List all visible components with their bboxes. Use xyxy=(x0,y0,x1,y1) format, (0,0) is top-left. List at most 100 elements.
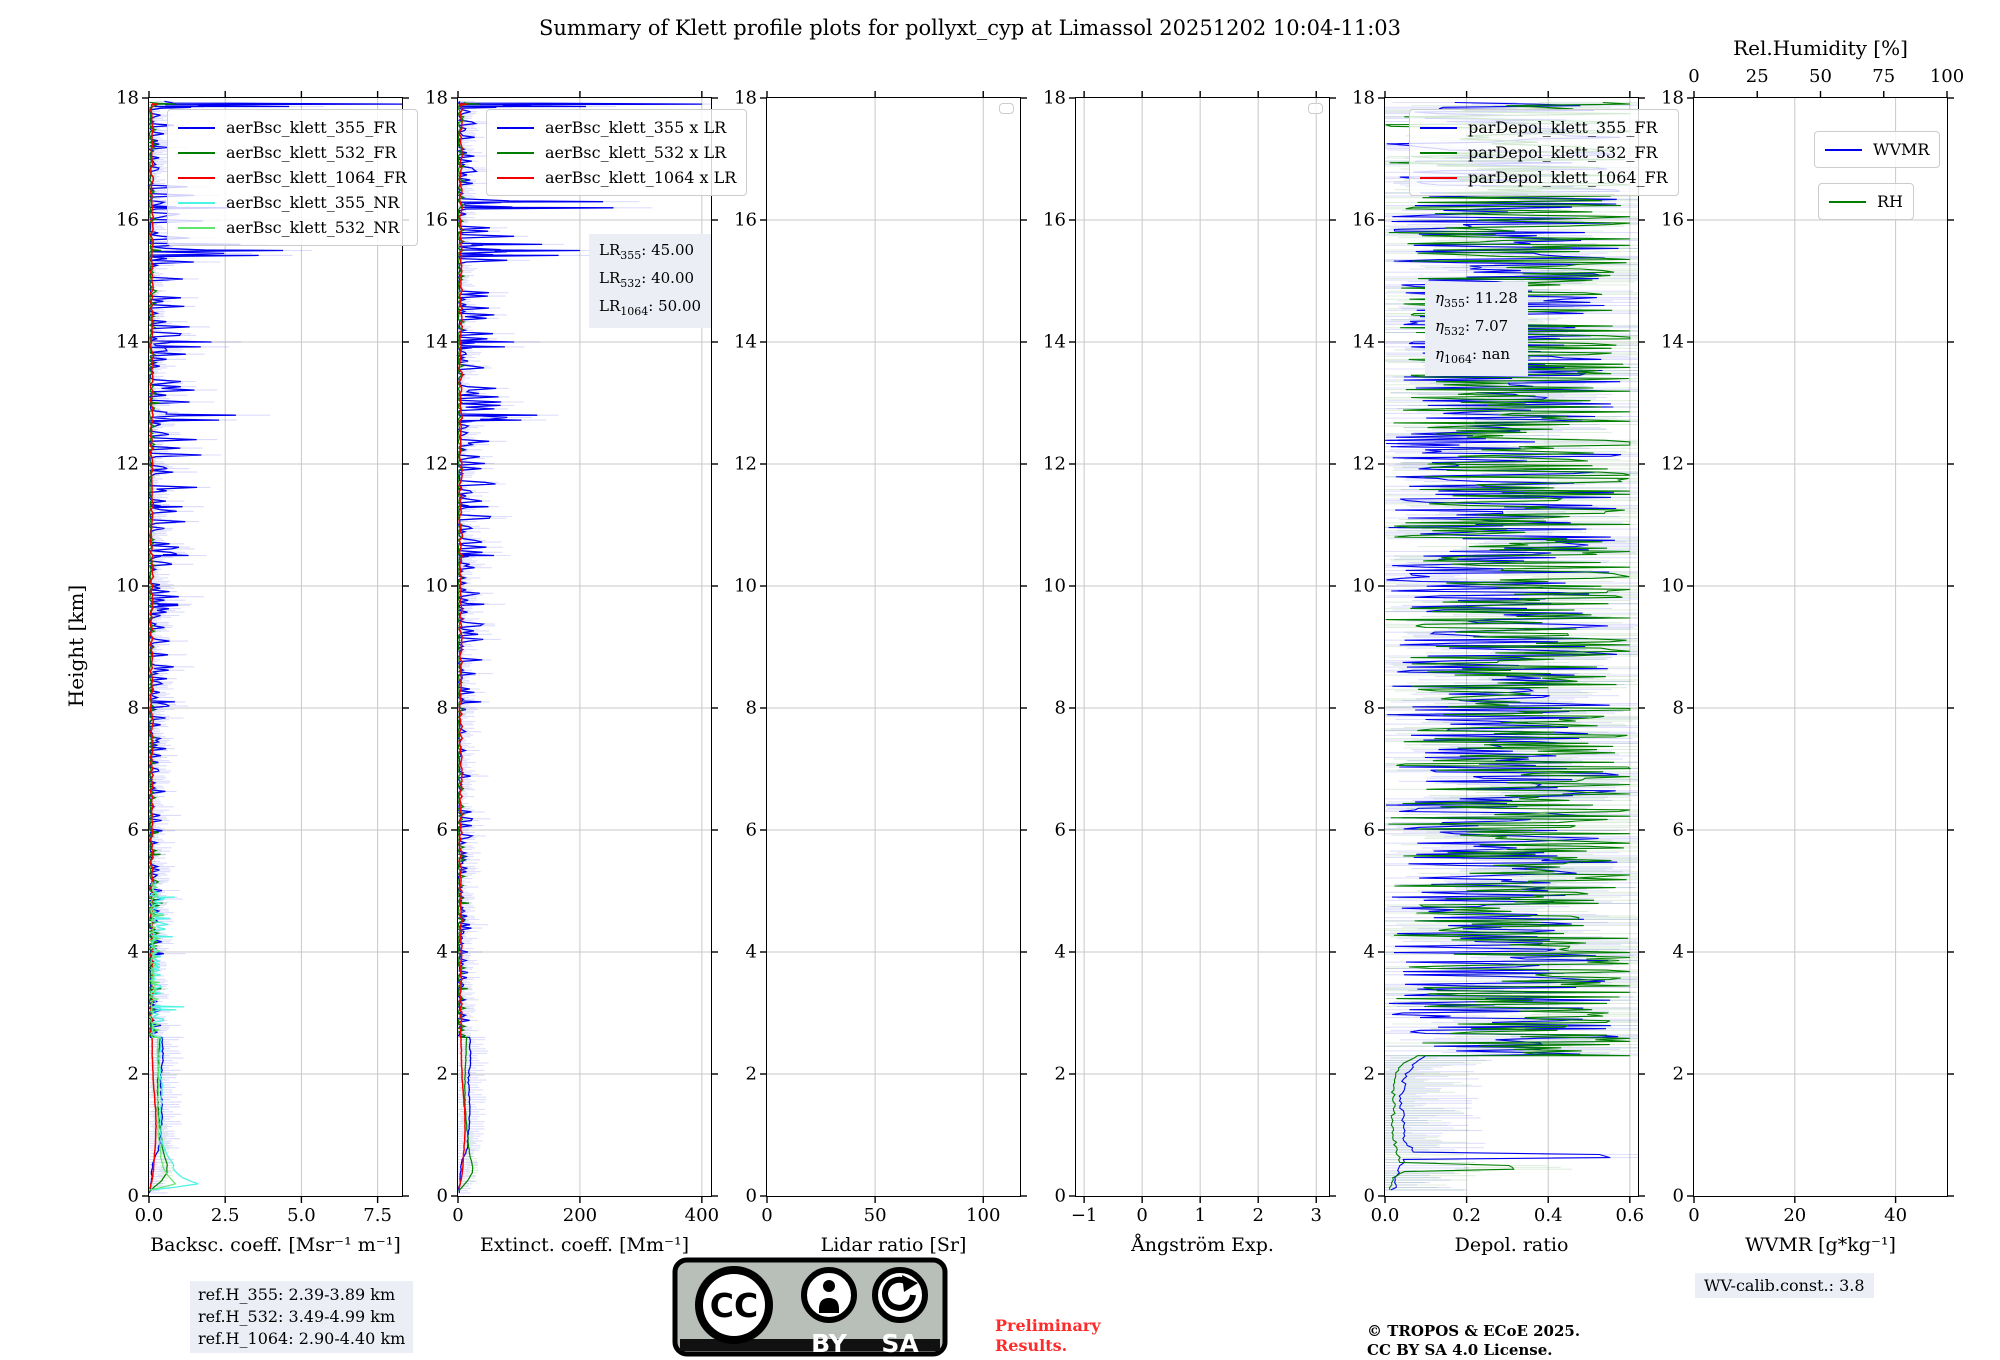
x-tick-label: 1 xyxy=(1194,1205,1206,1226)
y-tick-label: 18 xyxy=(425,87,448,109)
y-tick-label: 0 xyxy=(1054,1185,1066,1207)
x-tick-label: 0.4 xyxy=(1533,1205,1563,1226)
plot-extinction: Extinct. coeff. [Mm⁻¹] 0 2 4 6 8 10 12 14 16 18 0 2… xyxy=(425,88,748,1256)
y-tick-label: 8 xyxy=(1672,697,1684,719)
legend-line-sample xyxy=(178,226,215,229)
y-tick-label: 10 xyxy=(734,575,757,597)
plot-lidar-ratio: Lidar ratio [Sr] 0 2 4 6 8 10 12 14 16 18 0 50 100 xyxy=(734,88,1027,1256)
legend-item-label: RH xyxy=(1877,192,1903,211)
sa-arrow-head xyxy=(902,1275,918,1292)
empty-legend-stub xyxy=(1308,103,1323,114)
y-tick-label: 2 xyxy=(745,1063,757,1085)
cc-letters: CC xyxy=(710,1286,758,1325)
y-tick-label: 4 xyxy=(1054,941,1066,963)
legend-item: aerBsc_klett_532 x LR xyxy=(497,140,736,165)
y-tick-label: 14 xyxy=(1043,331,1066,353)
y-tick-label: 10 xyxy=(116,575,139,597)
y-tick-label: 16 xyxy=(1352,209,1375,231)
y-tick-label: 10 xyxy=(1043,575,1066,597)
preliminary-line-1: Preliminary xyxy=(995,1316,1101,1335)
legend-line-sample xyxy=(178,126,215,129)
y-tick-label: 12 xyxy=(1352,453,1375,475)
ref-height-line: ref.H_1064: 2.90-4.40 km xyxy=(198,1329,406,1348)
y-tick-label: 0 xyxy=(1672,1185,1684,1207)
x-tick-label: 2.5 xyxy=(210,1205,240,1226)
cc-circle-icon xyxy=(695,1266,773,1344)
aerBsc_klett_355_FR-errorbars xyxy=(149,100,402,1194)
aerBsc_klett_355_FR-curve xyxy=(147,100,403,1194)
legend-item: parDepol_klett_532_FR xyxy=(1420,140,1668,165)
legend-line-sample xyxy=(1420,176,1457,179)
y-tick-label: 14 xyxy=(425,331,448,353)
legend-line-sample xyxy=(178,176,215,179)
ref-height-line: ref.H_532: 3.49-4.99 km xyxy=(198,1307,396,1326)
x-tick-label: 5.0 xyxy=(287,1205,316,1226)
legend-line-sample xyxy=(497,126,534,129)
copyright-line-2: CC BY SA 4.0 License. xyxy=(1367,1341,1553,1359)
legend-item-label: parDepol_klett_1064_FR xyxy=(1468,168,1668,187)
plot-angstroem: Ångström Exp. 0 2 4 6 8 10 12 14 16 18 −1 0 1 2 3 xyxy=(1043,88,1336,1256)
y-tick-label: 2 xyxy=(1054,1063,1066,1085)
y-tick-label: 8 xyxy=(1363,697,1375,719)
y-tick-label: 0 xyxy=(127,1185,139,1207)
wvmr-x-axis-label: WVMR [g*kg⁻¹] xyxy=(1745,1234,1896,1256)
y-tick-label: 4 xyxy=(1363,941,1375,963)
legend-line-sample xyxy=(1420,126,1457,129)
y-tick-label: 8 xyxy=(1054,697,1066,719)
wvmr-curves xyxy=(1687,91,1954,1203)
x-tick-label: 7.5 xyxy=(363,1205,392,1226)
legend-item: aerBsc_klett_355_FR xyxy=(178,115,407,140)
y-tick-label: 8 xyxy=(436,697,448,719)
top-axis-label: Rel.Humidity [%] xyxy=(1733,36,1908,60)
plot-wvmr: WVMR [g*kg⁻¹] 0 2 4 6 8 10 12 14 16 18 0 20 40 0 25 50 7… xyxy=(1661,36,1964,1256)
annotation-value: : 45.00 xyxy=(641,241,695,259)
copyright-note: © TROPOS & ECoE 2025. CC BY SA 4.0 Licen… xyxy=(1367,1322,1580,1360)
y-tick-label: 4 xyxy=(436,941,448,963)
top-axis-tick-label: 25 xyxy=(1745,66,1769,87)
annotation-value: : nan xyxy=(1472,345,1511,363)
x-tick-label: 400 xyxy=(684,1205,720,1226)
y-tick-label: 16 xyxy=(734,209,757,231)
y-tick-label: 16 xyxy=(116,209,139,231)
legend-line-sample xyxy=(178,201,215,204)
legend-item-label: parDepol_klett_532_FR xyxy=(1468,143,1658,162)
y-tick-label: 6 xyxy=(1672,819,1684,841)
y-tick-label: 6 xyxy=(436,819,448,841)
ref-heights-box: ref.H_355: 2.39-3.89 km ref.H_532: 3.49-4… xyxy=(190,1281,414,1353)
legend-item-label: aerBsc_klett_1064_FR xyxy=(226,168,407,187)
ref-height-line: ref.H_355: 2.39-3.89 km xyxy=(198,1285,396,1304)
legend-item-label: aerBsc_klett_355_NR xyxy=(226,193,400,212)
annotation-value: : 40.00 xyxy=(641,269,695,287)
x-tick-label: 3 xyxy=(1310,1205,1322,1226)
legend-line-sample xyxy=(1825,148,1862,151)
backscatter-x-axis-label: Backsc. coeff. [Msr⁻¹ m⁻¹] xyxy=(150,1234,401,1256)
y-tick-label: 12 xyxy=(116,453,139,475)
x-tick-label: 0.0 xyxy=(1370,1205,1400,1226)
annotation-value: : 7.07 xyxy=(1465,317,1509,335)
legend-item-label: parDepol_klett_355_FR xyxy=(1468,118,1658,137)
y-tick-label: 4 xyxy=(745,941,757,963)
y-tick-label: 10 xyxy=(1661,575,1684,597)
annotation-box: LR355: 45.00 LR532: 40.00 LR1064: 50.00 xyxy=(589,234,712,328)
depol-curves xyxy=(1378,91,1645,1203)
x-tick-label: 20 xyxy=(1783,1205,1807,1226)
y-tick-label: 14 xyxy=(1661,331,1684,353)
legend: parDepol_klett_355_FR parDepol_klett_532_… xyxy=(1409,109,1679,196)
y-tick-label: 14 xyxy=(1352,331,1375,353)
legend-item: aerBsc_klett_355_NR xyxy=(178,190,407,215)
annotation-subscript: 532 xyxy=(620,277,642,290)
aerBsc_klett_532_NR-curve xyxy=(148,881,177,1191)
preliminary-note: Preliminary Results. xyxy=(995,1316,1101,1356)
annotation-box: η355: 11.28 η532: 7.07 η1064: nan xyxy=(1425,282,1528,376)
top-axis-tick-label: 100 xyxy=(1929,66,1965,87)
y-tick-label: 0 xyxy=(436,1185,448,1207)
y-tick-label: 14 xyxy=(116,331,139,353)
height-axis-label: Height [km] xyxy=(64,584,88,708)
attribution-person-icon xyxy=(801,1267,857,1323)
x-tick-label: 0.2 xyxy=(1452,1205,1481,1226)
annotation-line: η532: 7.07 xyxy=(1435,315,1518,343)
extinction-x-axis-label: Extinct. coeff. [Mm⁻¹] xyxy=(479,1234,690,1256)
annotation-symbol: LR xyxy=(599,297,621,315)
legend-item: aerBsc_klett_355 x LR xyxy=(497,115,736,140)
